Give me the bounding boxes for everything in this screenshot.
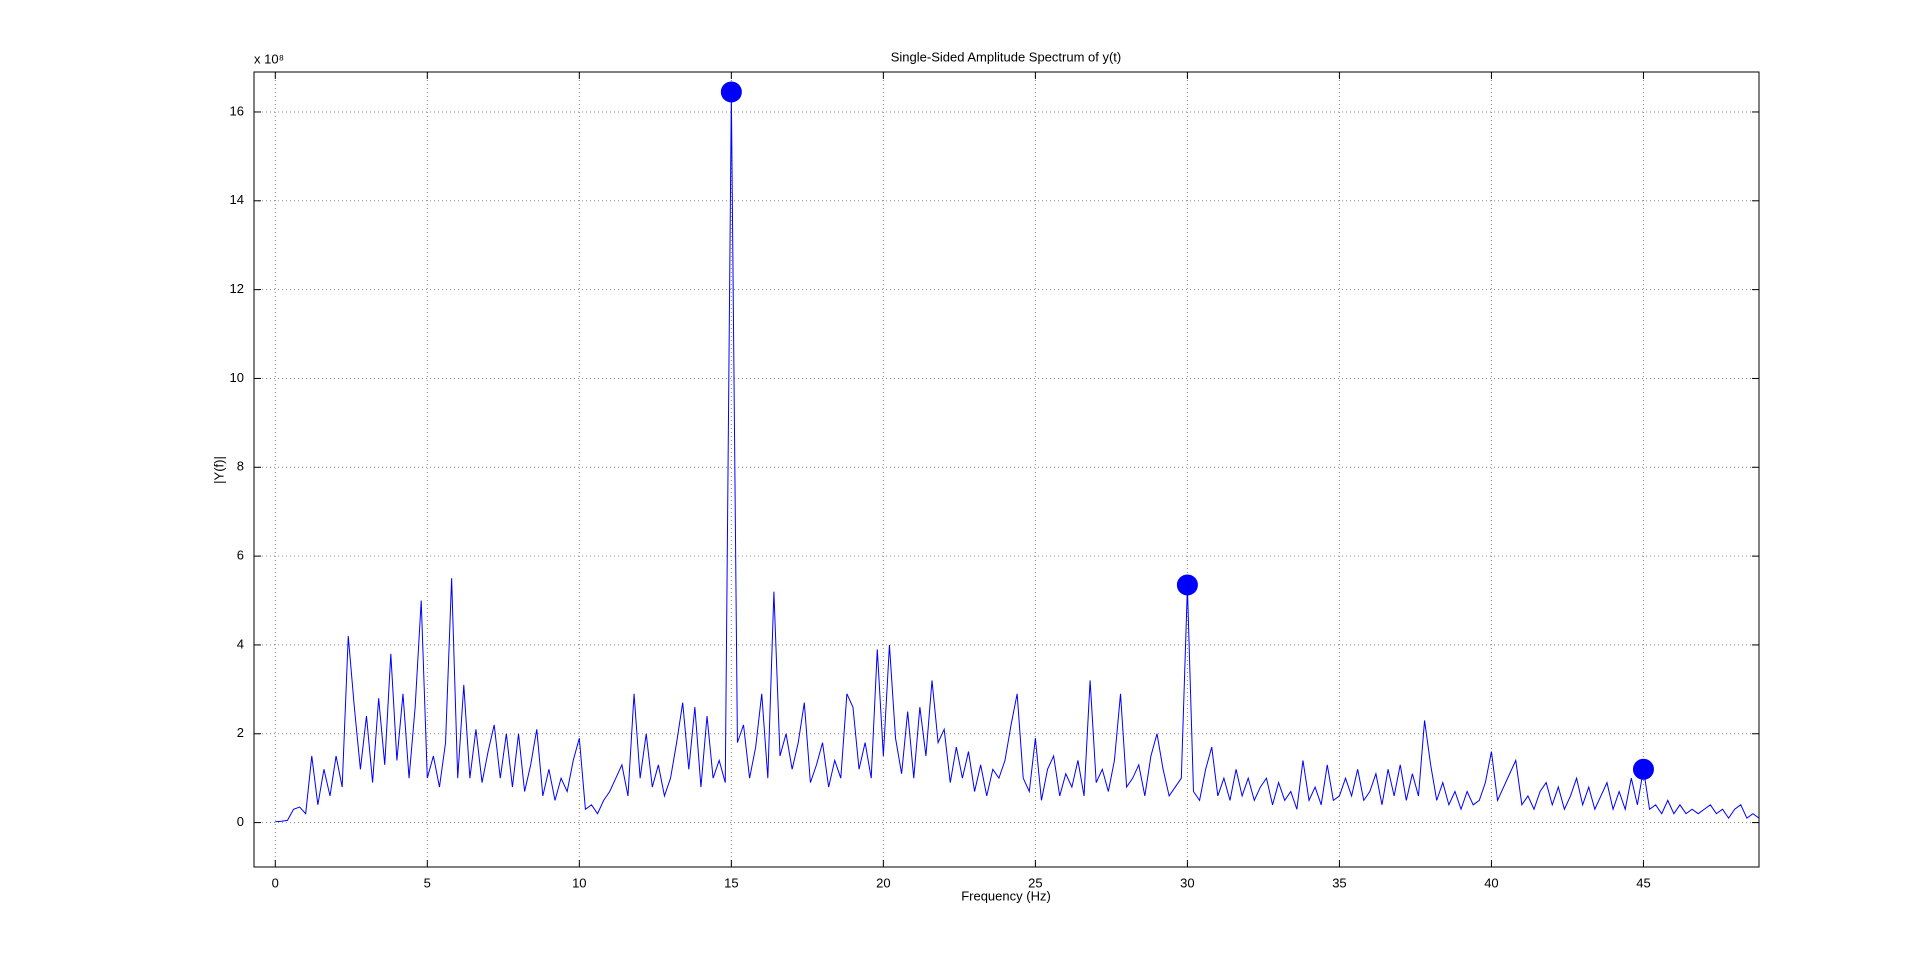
- y-tick-label: 14: [230, 192, 244, 207]
- x-tick-label: 20: [876, 875, 890, 890]
- x-axis-label: Frequency (Hz): [961, 888, 1051, 903]
- spectrum-line: [275, 94, 1760, 823]
- x-tick-label: 30: [1180, 875, 1194, 890]
- peak-marker: [720, 81, 742, 103]
- y-tick-label: 4: [237, 636, 244, 651]
- x-tick-label: 15: [724, 875, 738, 890]
- y-tick-label: 2: [237, 725, 244, 740]
- y-tick-label: 8: [237, 459, 244, 474]
- y-tick-label: 16: [230, 103, 244, 118]
- x-tick-label: 10: [572, 875, 586, 890]
- y-axis-label: |Y(f)|: [211, 456, 226, 484]
- y-tick-label: 6: [237, 548, 244, 563]
- y-tick-label: 12: [230, 281, 244, 296]
- chart-title: Single-Sided Amplitude Spectrum of y(t): [891, 49, 1122, 64]
- plot-frame: [253, 71, 1760, 868]
- y-tick-label: 10: [230, 370, 244, 385]
- x-tick-label: 40: [1484, 875, 1498, 890]
- y-tick-label: 0: [237, 814, 244, 829]
- peak-marker: [1176, 574, 1198, 596]
- x-tick-label: 25: [1028, 875, 1042, 890]
- x-tick-label: 45: [1636, 875, 1650, 890]
- x-tick-label: 35: [1332, 875, 1346, 890]
- x-tick-label: 0: [272, 875, 279, 890]
- peak-marker: [1632, 758, 1654, 780]
- x-tick-label: 5: [424, 875, 431, 890]
- y-scale-label: x 10⁸: [254, 51, 284, 66]
